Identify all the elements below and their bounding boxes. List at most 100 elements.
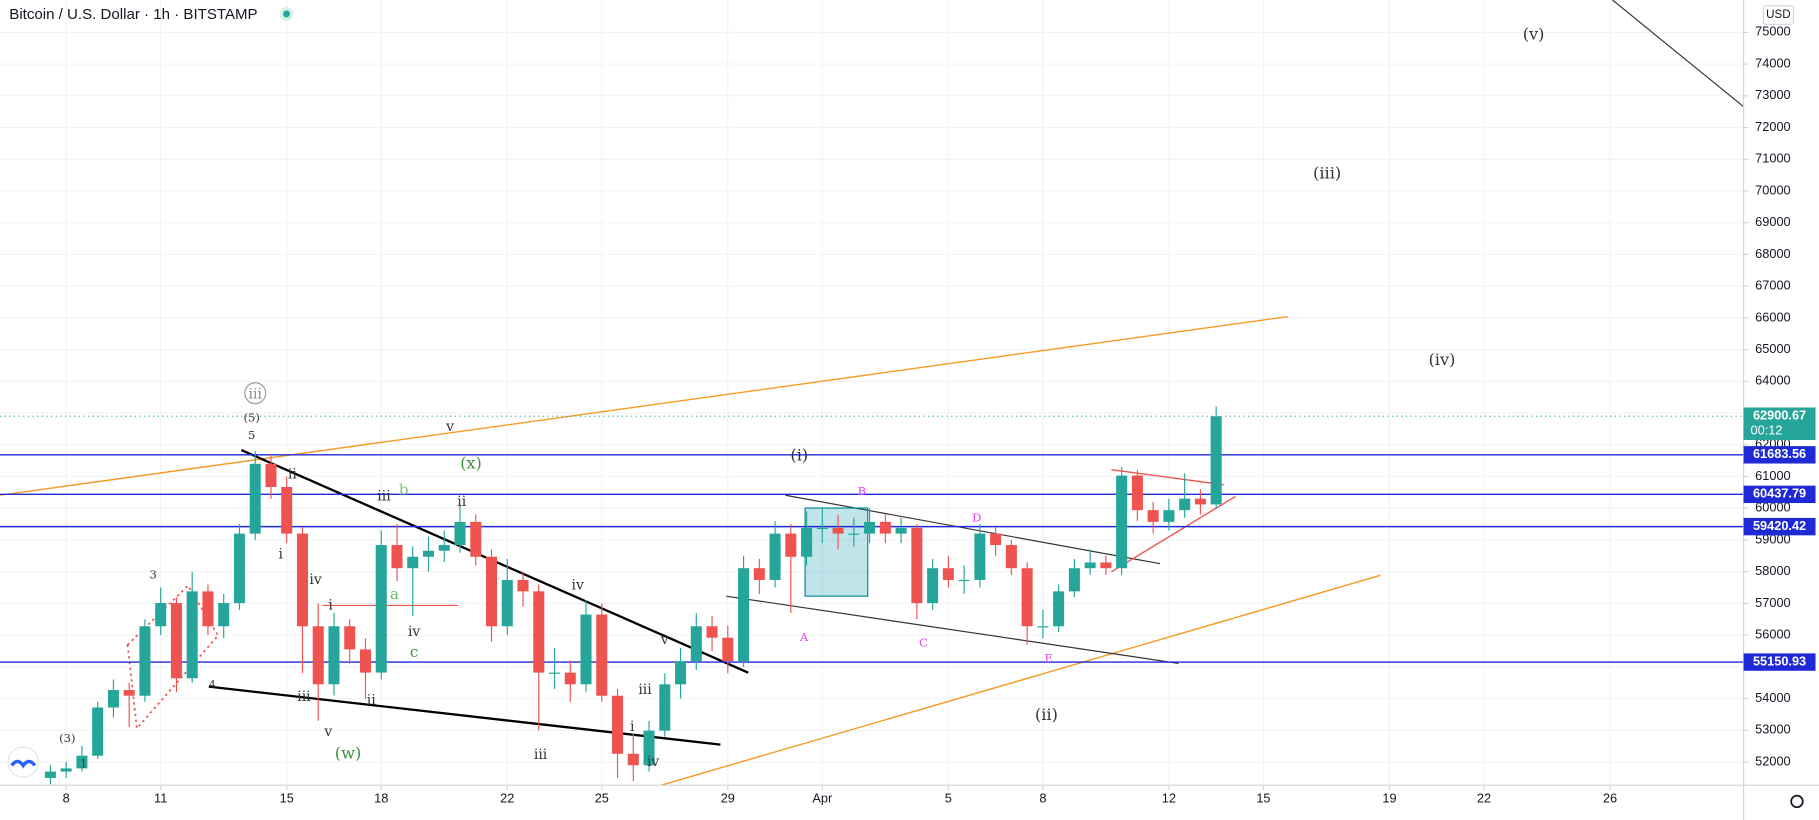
settings-button[interactable] — [1790, 794, 1804, 809]
candle-body — [407, 556, 419, 569]
candle-body — [265, 463, 277, 487]
candle-body — [123, 690, 135, 696]
wave-label: b — [399, 481, 409, 499]
wave-label: (5) — [244, 411, 260, 425]
candle-body — [1021, 568, 1033, 627]
y-tick-label: 66000 — [1755, 309, 1790, 324]
candle-body — [218, 603, 230, 627]
wave-label: (ii) — [1035, 705, 1058, 724]
wave-label: ii — [367, 693, 376, 709]
candles — [44, 406, 1222, 785]
label-circle — [244, 382, 267, 405]
candle-body — [533, 591, 545, 673]
wave-label: iv — [408, 624, 420, 640]
y-tick-label: 69000 — [1755, 214, 1790, 229]
candle-body — [1084, 562, 1096, 569]
y-tick-label: 54000 — [1755, 690, 1790, 705]
candle-body — [44, 771, 56, 778]
y-tick-label: 57000 — [1755, 595, 1790, 610]
x-tick-label: 12 — [1162, 790, 1176, 805]
wave-label: 4 — [209, 678, 216, 690]
candle-body — [753, 568, 765, 580]
candle-body — [186, 591, 198, 679]
wave-label: a — [390, 585, 399, 603]
x-tick-label: 5 — [945, 790, 952, 805]
candle-body — [801, 527, 813, 557]
candle-body — [706, 626, 718, 638]
candle-body — [769, 533, 781, 580]
candle-body — [1100, 562, 1112, 569]
wave-label: (i) — [790, 445, 808, 464]
y-tick-label: 71000 — [1755, 151, 1790, 166]
last-price-label: 62900.67 — [1753, 408, 1806, 423]
wave-label: 3 — [149, 567, 156, 581]
candle-body — [974, 533, 986, 580]
candle-body — [627, 753, 639, 766]
candle-body — [879, 521, 891, 534]
candle-body — [76, 755, 88, 769]
box — [804, 507, 869, 597]
candle-body — [675, 661, 687, 685]
candle-body — [454, 521, 466, 546]
y-tick-label: 75000 — [1755, 24, 1790, 39]
candle-body — [359, 649, 371, 673]
x-tick-label: 15 — [280, 790, 294, 805]
candle-body — [1163, 510, 1175, 522]
candle-body — [60, 768, 72, 772]
y-tick-label: 72000 — [1755, 119, 1790, 134]
y-tick-label: 61000 — [1755, 468, 1790, 483]
trend-line — [0, 315, 1288, 496]
candle-body — [612, 695, 624, 754]
logo[interactable] — [7, 746, 39, 778]
candle-body — [596, 614, 608, 696]
last-price-box — [1743, 407, 1816, 440]
wave-label: iii — [534, 747, 548, 763]
candle-body — [1210, 416, 1222, 505]
candle-body — [438, 545, 450, 551]
wave-label: v — [445, 419, 454, 435]
wave-label: (w) — [335, 743, 362, 762]
y-tick-label: 74000 — [1755, 55, 1790, 70]
wave-label: iii — [297, 689, 311, 705]
x-tick-label: 15 — [1256, 790, 1270, 805]
y-tick-label: 73000 — [1755, 87, 1790, 102]
logo-mark — [10, 759, 37, 769]
price-label: 59420.42 — [1753, 518, 1806, 533]
wave-label: iv — [572, 578, 584, 594]
wave-label: iii — [638, 682, 652, 698]
candle-body — [422, 550, 435, 557]
candle-body — [249, 463, 261, 534]
candle-body — [911, 527, 923, 604]
y-tick-label: 56000 — [1755, 627, 1790, 642]
candle-body — [233, 533, 245, 604]
wave-label: iii — [249, 386, 263, 402]
candle-body — [501, 579, 513, 627]
candle-body — [785, 533, 797, 557]
trend-line — [208, 685, 721, 746]
currency-label[interactable]: USD — [1766, 9, 1790, 21]
candle-body — [832, 527, 844, 534]
candle-body — [107, 690, 119, 708]
y-tick-label: 67000 — [1755, 278, 1790, 293]
price-label-box — [1743, 485, 1816, 504]
trend-line — [1612, 0, 1744, 108]
wave-label: D — [972, 510, 981, 524]
candle-body — [848, 533, 860, 535]
candle-body — [990, 533, 1002, 546]
candle-body — [659, 684, 671, 731]
price-label: 61683.56 — [1753, 446, 1806, 461]
currency-button[interactable] — [1762, 5, 1795, 25]
wave-label: iv — [647, 754, 659, 770]
candle-body — [690, 626, 702, 662]
triangle-line — [1111, 469, 1224, 486]
y-tick-label: 53000 — [1755, 722, 1790, 737]
grid — [0, 0, 1744, 786]
price-label-box — [1743, 653, 1816, 671]
candle-body — [1194, 498, 1206, 505]
candle-body — [1131, 475, 1143, 511]
candle-body — [375, 545, 387, 673]
candle-body — [470, 521, 482, 557]
